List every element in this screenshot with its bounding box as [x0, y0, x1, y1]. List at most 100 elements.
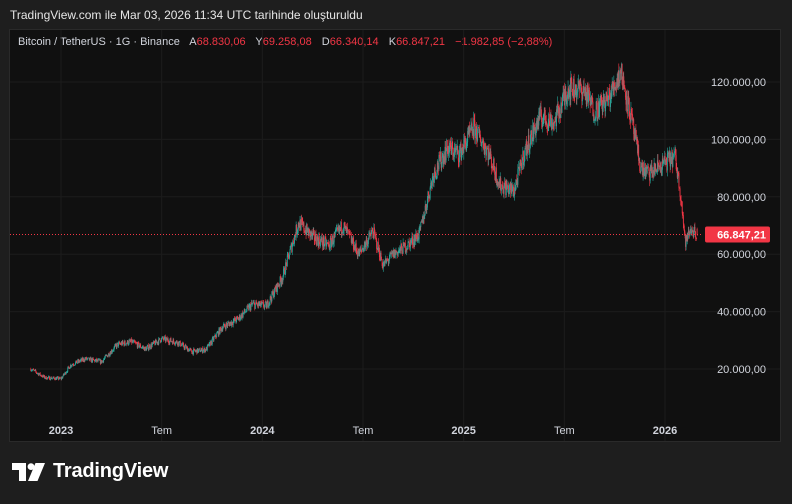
candle-body	[172, 339, 174, 345]
candle-body	[480, 141, 482, 147]
candle-body	[316, 236, 318, 246]
candle-body	[238, 318, 240, 320]
candle-body	[586, 85, 588, 95]
candle-body	[549, 114, 551, 126]
candle-body	[689, 231, 691, 236]
candle-body	[342, 231, 344, 234]
candle-body	[202, 351, 204, 353]
candle-body	[610, 93, 611, 107]
candle-body	[527, 135, 529, 147]
candle-body	[617, 77, 619, 82]
candle-body	[495, 167, 497, 183]
candle-body	[88, 357, 90, 359]
candle-body	[272, 291, 274, 295]
candle-body	[386, 259, 388, 261]
candle-body	[339, 227, 341, 231]
candle-body	[566, 98, 568, 104]
candle-body	[642, 162, 643, 176]
candle-body	[335, 228, 337, 231]
candle-body	[627, 96, 629, 112]
candle-body	[608, 87, 610, 98]
candle-body	[126, 340, 128, 344]
candle-body	[111, 350, 113, 353]
candle-body	[428, 195, 430, 199]
candle-body	[367, 238, 369, 244]
candle-body	[584, 88, 586, 96]
candle-body	[596, 101, 598, 103]
candle-body	[569, 85, 571, 100]
candle-body	[489, 154, 491, 158]
candle-body	[152, 342, 154, 345]
candle-body	[478, 127, 480, 136]
candle-body	[364, 241, 365, 248]
candle-body	[199, 348, 201, 352]
candle-body	[203, 348, 205, 350]
candle-body	[274, 287, 276, 289]
candle-body	[370, 232, 372, 237]
candle-body	[449, 147, 450, 153]
candle-body	[609, 95, 611, 107]
candle-body	[307, 229, 309, 232]
candle-body	[621, 63, 623, 74]
candle-body	[664, 155, 666, 161]
candle-body	[417, 233, 418, 242]
candle-body	[268, 306, 269, 307]
candle-body	[448, 146, 450, 153]
low-value: 66.340,14	[329, 36, 379, 48]
candle-body	[48, 376, 49, 378]
candle-body	[83, 360, 85, 362]
candle-body	[613, 82, 615, 89]
candle-body	[629, 118, 631, 120]
candle-body	[466, 141, 468, 144]
candle-body	[474, 120, 476, 139]
candle-body	[209, 342, 210, 347]
tradingview-brand[interactable]: TradingView	[12, 460, 168, 483]
candle-body	[482, 141, 484, 142]
candle-body	[431, 182, 433, 186]
candle-body	[102, 360, 103, 362]
candle-body	[53, 376, 55, 379]
candle-body	[252, 303, 253, 305]
candle-body	[560, 102, 562, 118]
candle-body	[417, 233, 419, 240]
chart-panel[interactable]	[9, 29, 781, 442]
candle-body	[462, 148, 464, 151]
candle-body	[666, 154, 668, 171]
candle-body	[387, 259, 389, 261]
candle-body	[576, 91, 578, 98]
candle-body	[444, 146, 446, 163]
candle-body	[248, 305, 250, 311]
candle-body	[683, 229, 685, 233]
candle-body	[513, 195, 515, 197]
candle-body	[641, 162, 643, 168]
candle-body	[326, 242, 327, 247]
candle-body	[479, 134, 481, 136]
candle-body	[95, 359, 97, 361]
candle-body	[559, 114, 561, 118]
candle-body	[143, 347, 145, 351]
candle-body	[649, 175, 651, 181]
candle-body	[504, 182, 506, 187]
candle-body	[534, 127, 536, 130]
candle-body	[239, 315, 241, 320]
candle-body	[281, 280, 283, 284]
candle-body	[394, 250, 396, 255]
candle-body	[652, 170, 654, 177]
symbol-label[interactable]: Bitcoin / TetherUS · 1G · Binance	[18, 36, 180, 48]
candle-body	[67, 367, 69, 372]
candle-body	[487, 149, 489, 161]
candle-body	[276, 284, 278, 292]
y-tick-label: 100.000,00	[711, 134, 766, 146]
candle-body	[96, 359, 98, 362]
candle-body	[145, 346, 146, 348]
candle-body	[51, 378, 53, 379]
candle-body	[94, 360, 96, 362]
candle-body	[615, 87, 616, 91]
candle-body	[526, 141, 528, 156]
candle-body	[278, 284, 280, 287]
candle-body	[360, 248, 362, 250]
candle-body	[132, 340, 134, 343]
candle-body	[462, 150, 464, 154]
candle-body	[291, 245, 293, 252]
